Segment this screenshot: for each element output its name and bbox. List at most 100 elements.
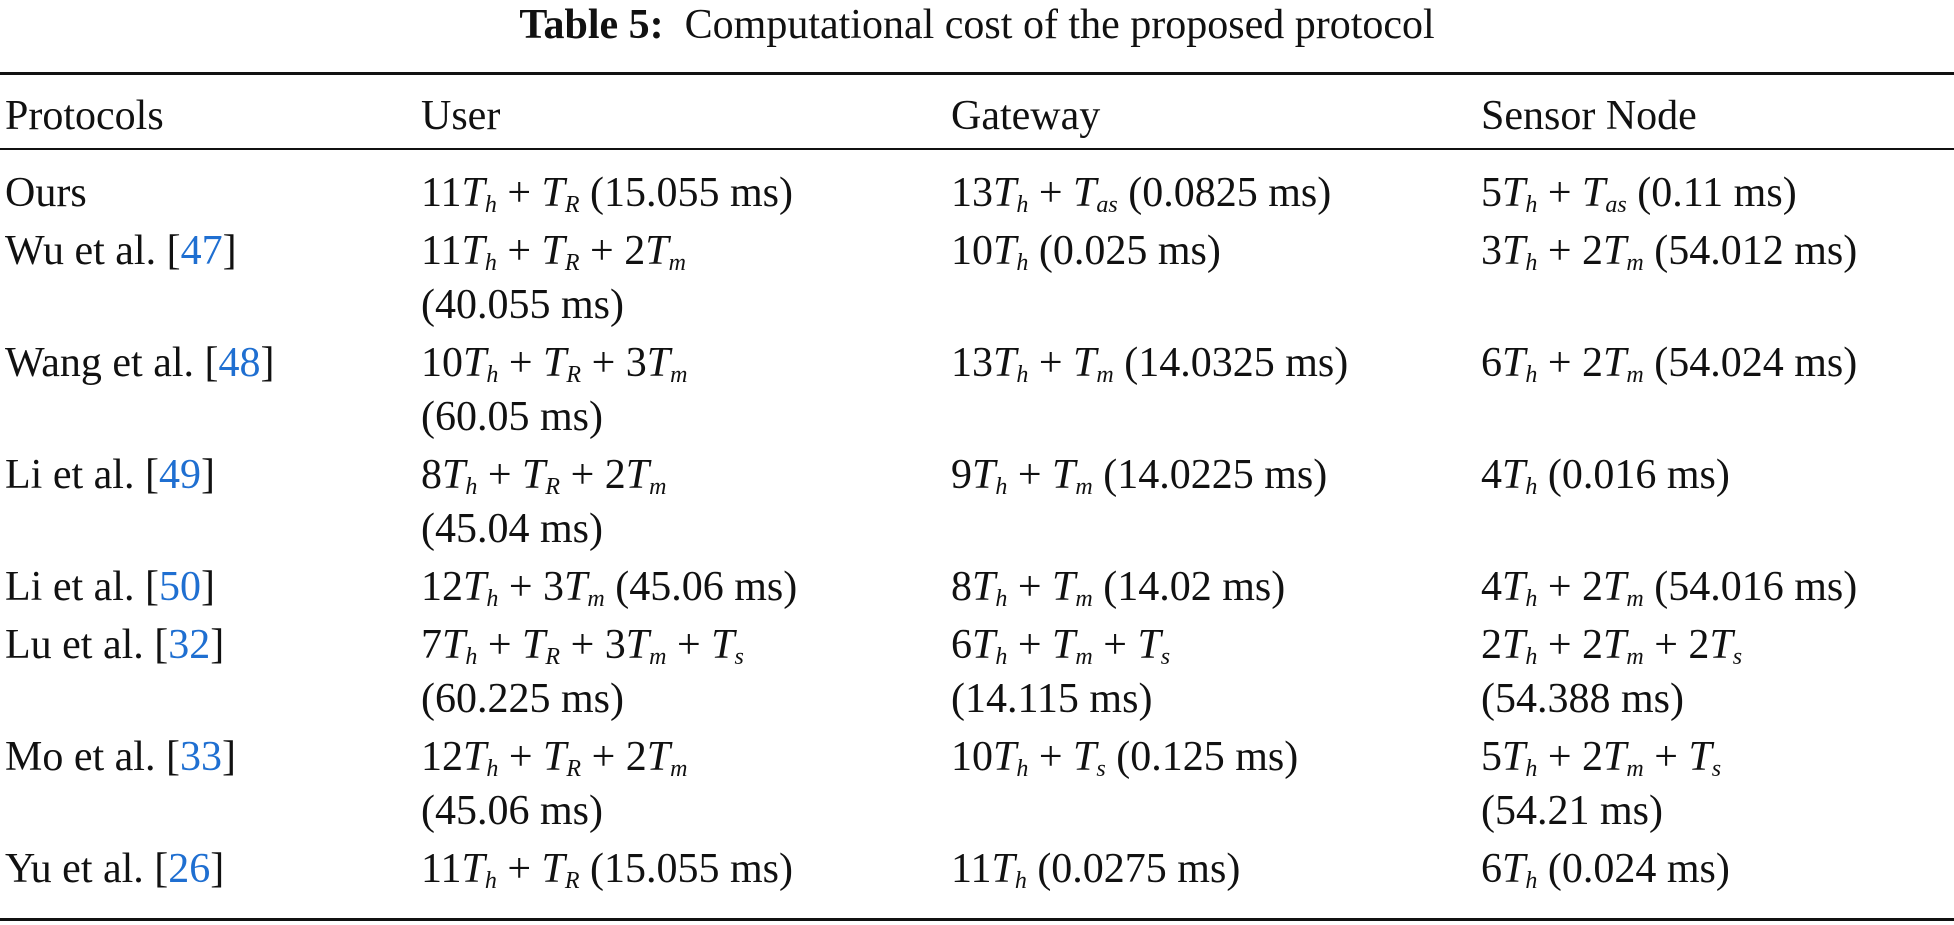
sensor-cost-formula: 4Th: [1481, 452, 1538, 500]
user-cost: 11Th + TR + 2Tm (40.055 ms): [421, 224, 951, 336]
gateway-cost-time: (0.0825 ms): [1128, 170, 1332, 216]
table-row: Ours 11Th + TR (15.055 ms) 13Th + Tas (0.0…: [0, 154, 1954, 224]
gateway-cost-time: (14.115 ms): [951, 676, 1153, 722]
gateway-cost: 13Th + Tas (0.0825 ms): [951, 154, 1481, 224]
protocol-cell: Wang et al. [48]: [0, 336, 421, 448]
gateway-cost-formula: 10Th: [951, 228, 1029, 276]
table-row: Mo et al. [33] 12Th + TR + 2Tm (45.06 ms) 1…: [0, 730, 1954, 842]
user-cost-formula: 10Th + TR + 3Tm: [421, 340, 688, 388]
table-row: Wang et al. [48] 10Th + TR + 3Tm (60.05 ms…: [0, 336, 1954, 448]
user-cost: 11Th + TR (15.055 ms): [421, 154, 951, 224]
user-cost-formula: 7Th + TR + 3Tm + Ts: [421, 622, 744, 670]
citation-bracket: ]: [200, 452, 215, 498]
header-sensor-node: Sensor Node: [1481, 93, 1697, 139]
gateway-cost-time: (14.02 ms): [1103, 564, 1286, 610]
user-cost-formula: 11Th + TR: [421, 170, 580, 218]
computational-cost-table: Protocols User Gateway Sensor Node Ours 1…: [0, 82, 1954, 900]
gateway-cost-formula: 10Th + Ts: [951, 734, 1106, 782]
citation-bracket: ]: [260, 340, 275, 386]
table-body: Ours 11Th + TR (15.055 ms) 13Th + Tas (0.0…: [0, 154, 1954, 900]
gateway-cost-formula: 13Th + Tm: [951, 340, 1114, 388]
user-cost-time: (15.055 ms): [590, 846, 794, 892]
sensor-cost-time: (54.012 ms): [1654, 228, 1858, 274]
citation-link[interactable]: 48: [218, 340, 261, 386]
sensor-cost-time: (54.388 ms): [1481, 676, 1684, 722]
sensor-cost: 3Th + 2Tm (54.012 ms): [1481, 224, 1954, 336]
citation-bracket: ]: [200, 564, 215, 610]
user-cost: 8Th + TR + 2Tm (45.04 ms): [421, 448, 951, 560]
gateway-cost: 9Th + Tm (14.0225 ms): [951, 448, 1481, 560]
citation-bracket: ]: [222, 228, 237, 274]
citation-link[interactable]: 49: [158, 452, 201, 498]
user-cost-formula: 11Th + TR + 2Tm: [421, 228, 686, 276]
gateway-cost-formula: 9Th + Tm: [951, 452, 1093, 500]
user-cost: 10Th + TR + 3Tm (60.05 ms): [421, 336, 951, 448]
protocol-name: Lu et al. [: [5, 622, 169, 668]
gateway-cost: 10Th (0.025 ms): [951, 224, 1481, 336]
protocol-name: Li et al. [: [5, 564, 159, 610]
user-cost-time: (60.05 ms): [421, 394, 603, 440]
sensor-cost: 6Th (0.024 ms): [1481, 842, 1954, 900]
gateway-cost-formula: 13Th + Tas: [951, 170, 1118, 218]
user-cost-time: (45.04 ms): [421, 506, 603, 552]
sensor-cost-time: (54.016 ms): [1654, 564, 1858, 610]
user-cost-time: (45.06 ms): [615, 564, 798, 610]
gateway-cost-formula: 8Th + Tm: [951, 564, 1093, 612]
citation-bracket: ]: [210, 846, 225, 892]
citation-bracket: ]: [210, 622, 225, 668]
user-cost-formula: 8Th + TR + 2Tm: [421, 452, 667, 500]
sensor-cost-formula: 6Th + 2Tm: [1481, 340, 1644, 388]
citation-link[interactable]: 47: [180, 228, 223, 274]
table-title: Computational cost of the proposed proto…: [684, 2, 1435, 48]
gateway-cost: 8Th + Tm (14.02 ms): [951, 560, 1481, 618]
user-cost-time: (40.055 ms): [421, 282, 624, 328]
protocol-name: Ours: [5, 170, 87, 216]
bottom-rule: [0, 918, 1954, 921]
sensor-cost-formula: 4Th + 2Tm: [1481, 564, 1644, 612]
gateway-cost: 10Th + Ts (0.125 ms): [951, 730, 1481, 842]
sensor-cost-formula: 5Th + Tas: [1481, 170, 1627, 218]
citation-link[interactable]: 32: [168, 622, 211, 668]
sensor-cost-time: (54.21 ms): [1481, 788, 1663, 834]
sensor-cost: 5Th + 2Tm + Ts (54.21 ms): [1481, 730, 1954, 842]
sensor-cost-time: (0.024 ms): [1547, 846, 1730, 892]
top-rule: [0, 72, 1954, 75]
gateway-cost: 11Th (0.0275 ms): [951, 842, 1481, 900]
gateway-cost-time: (0.0275 ms): [1037, 846, 1241, 892]
user-cost: 12Th + 3Tm (45.06 ms): [421, 560, 951, 618]
protocol-cell: Ours: [0, 154, 421, 224]
protocol-name: Li et al. [: [5, 452, 159, 498]
header-row: Protocols User Gateway Sensor Node: [0, 82, 1954, 154]
user-cost: 12Th + TR + 2Tm (45.06 ms): [421, 730, 951, 842]
gateway-cost: 6Th + Tm + Ts (14.115 ms): [951, 618, 1481, 730]
sensor-cost: 4Th + 2Tm (54.016 ms): [1481, 560, 1954, 618]
table-label: Table 5:: [519, 2, 664, 48]
citation-link[interactable]: 33: [179, 734, 222, 780]
header-protocols: Protocols: [5, 93, 164, 139]
sensor-cost-time: (0.016 ms): [1547, 452, 1730, 498]
sensor-cost-formula: 2Th + 2Tm + 2Ts: [1481, 622, 1743, 670]
protocol-cell: Wu et al. [47]: [0, 224, 421, 336]
sensor-cost-formula: 6Th: [1481, 846, 1538, 894]
user-cost-time: (15.055 ms): [590, 170, 794, 216]
sensor-cost-formula: 5Th + 2Tm + Ts: [1481, 734, 1722, 782]
citation-link[interactable]: 50: [158, 564, 201, 610]
table-row: Lu et al. [32] 7Th + TR + 3Tm + Ts (60.225…: [0, 618, 1954, 730]
gateway-cost-time: (0.125 ms): [1116, 734, 1299, 780]
sensor-cost: 6Th + 2Tm (54.024 ms): [1481, 336, 1954, 448]
user-cost-time: (45.06 ms): [421, 788, 603, 834]
sensor-cost: 5Th + Tas (0.11 ms): [1481, 154, 1954, 224]
header-user: User: [421, 93, 501, 139]
header-gateway: Gateway: [951, 93, 1101, 139]
protocol-cell: Mo et al. [33]: [0, 730, 421, 842]
table-row: Li et al. [50] 12Th + 3Tm (45.06 ms) 8Th +…: [0, 560, 1954, 618]
user-cost-formula: 11Th + TR: [421, 846, 580, 894]
sensor-cost-formula: 3Th + 2Tm: [1481, 228, 1644, 276]
header-rule: [0, 148, 1954, 150]
gateway-cost-time: (14.0325 ms): [1124, 340, 1349, 386]
sensor-cost-time: (54.024 ms): [1654, 340, 1858, 386]
citation-bracket: ]: [221, 734, 236, 780]
sensor-cost-time: (0.11 ms): [1637, 170, 1797, 216]
protocol-cell: Li et al. [50]: [0, 560, 421, 618]
citation-link[interactable]: 26: [168, 846, 211, 892]
